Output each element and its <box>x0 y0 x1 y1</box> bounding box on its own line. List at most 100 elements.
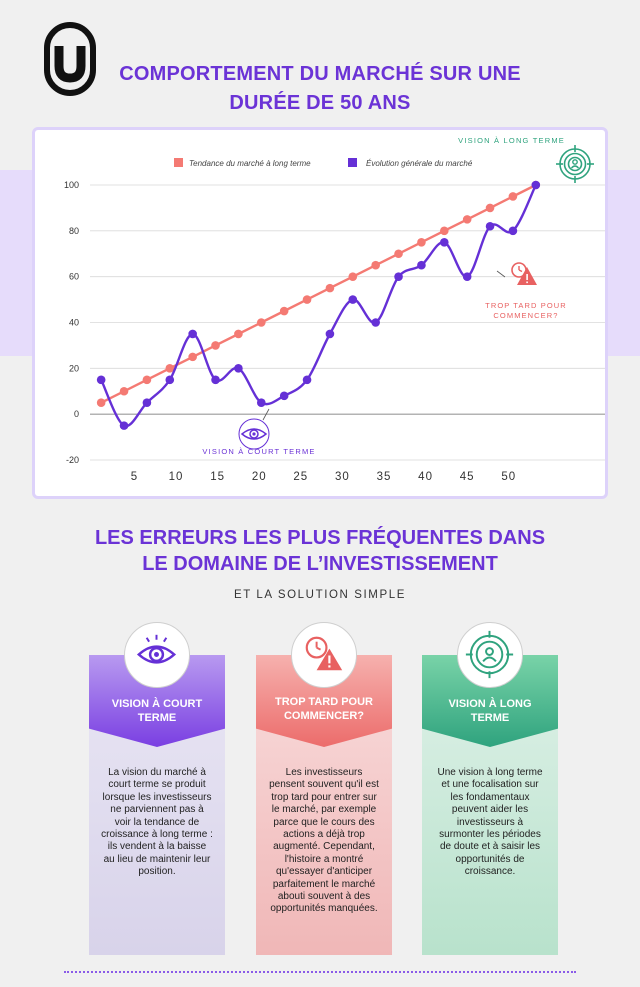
data-point <box>256 398 266 408</box>
legend-swatch-evolution <box>348 158 357 167</box>
column-badge <box>124 622 190 688</box>
column-title-line2: TERME <box>137 712 177 724</box>
page-title: COMPORTEMENT DU MARCHÉ SUR UNE DURÉE DE … <box>0 60 640 118</box>
x-tick-label: 25 <box>293 471 308 483</box>
data-point <box>256 318 266 327</box>
chart-card: 100 80 60 40 20 0 -20 5 10 15 20 25 30 35 40 45 50 Tend… <box>32 127 608 499</box>
x-tick-label: 45 <box>460 471 475 483</box>
data-point <box>417 237 426 247</box>
annotation-pointer-short <box>262 408 270 421</box>
data-point <box>485 221 495 231</box>
annotation-too-late-line2: COMMENCER? <box>493 311 558 320</box>
x-tick-label: 40 <box>418 471 433 483</box>
footer-divider <box>64 971 576 973</box>
column-badge <box>291 622 357 688</box>
data-point <box>394 249 403 259</box>
eye-icon <box>238 418 270 450</box>
y-tick-label: 100 <box>64 180 79 190</box>
data-point <box>211 341 220 350</box>
x-tick-label: 35 <box>377 471 392 483</box>
x-tick-label: 50 <box>501 471 516 483</box>
data-point <box>348 295 358 304</box>
clock-warning-icon <box>305 636 343 671</box>
data-point <box>325 329 335 339</box>
column-title-line1: VISION À LONG <box>448 698 532 710</box>
column-title-line2: COMMENCER? <box>283 710 365 722</box>
legend-label-evolution: Évolution générale du marché <box>366 159 473 168</box>
page-title-line2: DURÉE DE 50 ANS <box>229 92 411 114</box>
data-point <box>302 375 312 385</box>
column-title-line1: TROP TARD POUR <box>275 696 373 708</box>
data-point <box>96 398 106 408</box>
data-point <box>142 375 152 385</box>
data-point <box>142 398 152 408</box>
y-tick-label: 40 <box>69 318 79 328</box>
data-point <box>165 364 175 373</box>
target-person-icon <box>556 145 594 183</box>
data-point <box>119 421 129 430</box>
data-point <box>188 329 197 339</box>
data-point <box>394 272 403 281</box>
data-point <box>371 260 380 270</box>
data-point <box>96 375 106 385</box>
column-title-line2: TERME <box>470 712 510 724</box>
data-point <box>417 260 426 270</box>
data-point <box>234 329 243 339</box>
x-tick-label: 20 <box>252 471 267 483</box>
data-point <box>279 391 289 401</box>
section-title-line1: LES ERREURS LES PLUS FRÉQUENTES DANS <box>94 527 546 549</box>
x-tick-label: 30 <box>335 471 350 483</box>
x-tick-label: 5 <box>131 471 138 483</box>
data-point <box>440 237 449 247</box>
data-point <box>165 375 175 385</box>
target-person-icon <box>465 630 514 679</box>
column-too-late: TROP TARD POUR COMMENCER? Les investisse… <box>256 655 392 955</box>
market-chart: 100 80 60 40 20 0 -20 5 10 15 20 25 30 35 40 45 50 Tend… <box>64 136 605 483</box>
legend-label-trend: Tendance du marché à long terme <box>189 159 311 168</box>
section-title: LES ERREURS LES PLUS FRÉQUENTES DANS LE … <box>0 525 640 577</box>
data-point <box>119 386 129 396</box>
eye-icon <box>136 634 177 664</box>
data-point <box>279 306 289 316</box>
data-point <box>348 272 358 281</box>
column-title-line1: VISION À COURT <box>111 698 203 710</box>
page-title-line1: COMPORTEMENT DU MARCHÉ SUR UNE <box>119 63 521 85</box>
column-text: La vision du marché à court terme se pro… <box>101 767 213 878</box>
data-point <box>371 318 380 327</box>
section-subtitle: ET LA SOLUTION SIMPLE <box>233 589 407 601</box>
data-point <box>325 283 335 293</box>
column-badge <box>457 622 523 688</box>
column-short-term: VISION À COURT TERME La vision du marché… <box>89 655 225 955</box>
y-tick-label: -20 <box>66 455 79 465</box>
brand-logo <box>44 22 96 96</box>
annotation-pointer-late <box>496 270 506 278</box>
data-point <box>188 352 197 362</box>
legend-swatch-trend <box>174 158 183 167</box>
y-tick-label: 20 <box>69 363 79 373</box>
column-title: VISION À LONG TERME <box>430 697 550 725</box>
column-text: Une vision à long terme et une focalisat… <box>437 767 543 878</box>
data-point <box>462 215 472 224</box>
column-text: Les investisseurs pensent souvent qu'il … <box>269 767 379 915</box>
clock-warning-icon <box>511 262 537 285</box>
column-title: TROP TARD POUR COMMENCER? <box>264 695 384 723</box>
data-point <box>211 375 220 385</box>
y-tick-label: 0 <box>74 409 79 419</box>
data-point <box>508 226 518 236</box>
data-point <box>531 180 541 190</box>
x-tick-label: 10 <box>169 471 184 483</box>
data-point <box>485 203 495 213</box>
data-point <box>462 272 472 281</box>
data-point <box>508 192 518 201</box>
annotation-short-term: VISION À COURT TERME <box>202 447 315 456</box>
x-tick-label: 15 <box>210 471 225 483</box>
annotation-too-late-line1: TROP TARD POUR <box>485 301 567 310</box>
y-tick-label: 80 <box>69 226 79 236</box>
data-point <box>302 295 312 304</box>
data-point <box>234 364 243 373</box>
column-title: VISION À COURT TERME <box>97 697 217 725</box>
data-point <box>440 226 449 236</box>
column-long-term: VISION À LONG TERME Une vision à long te… <box>422 655 558 955</box>
section-title-line2: LE DOMAINE DE L’INVESTISSEMENT <box>142 553 498 575</box>
y-tick-label: 60 <box>69 272 79 282</box>
